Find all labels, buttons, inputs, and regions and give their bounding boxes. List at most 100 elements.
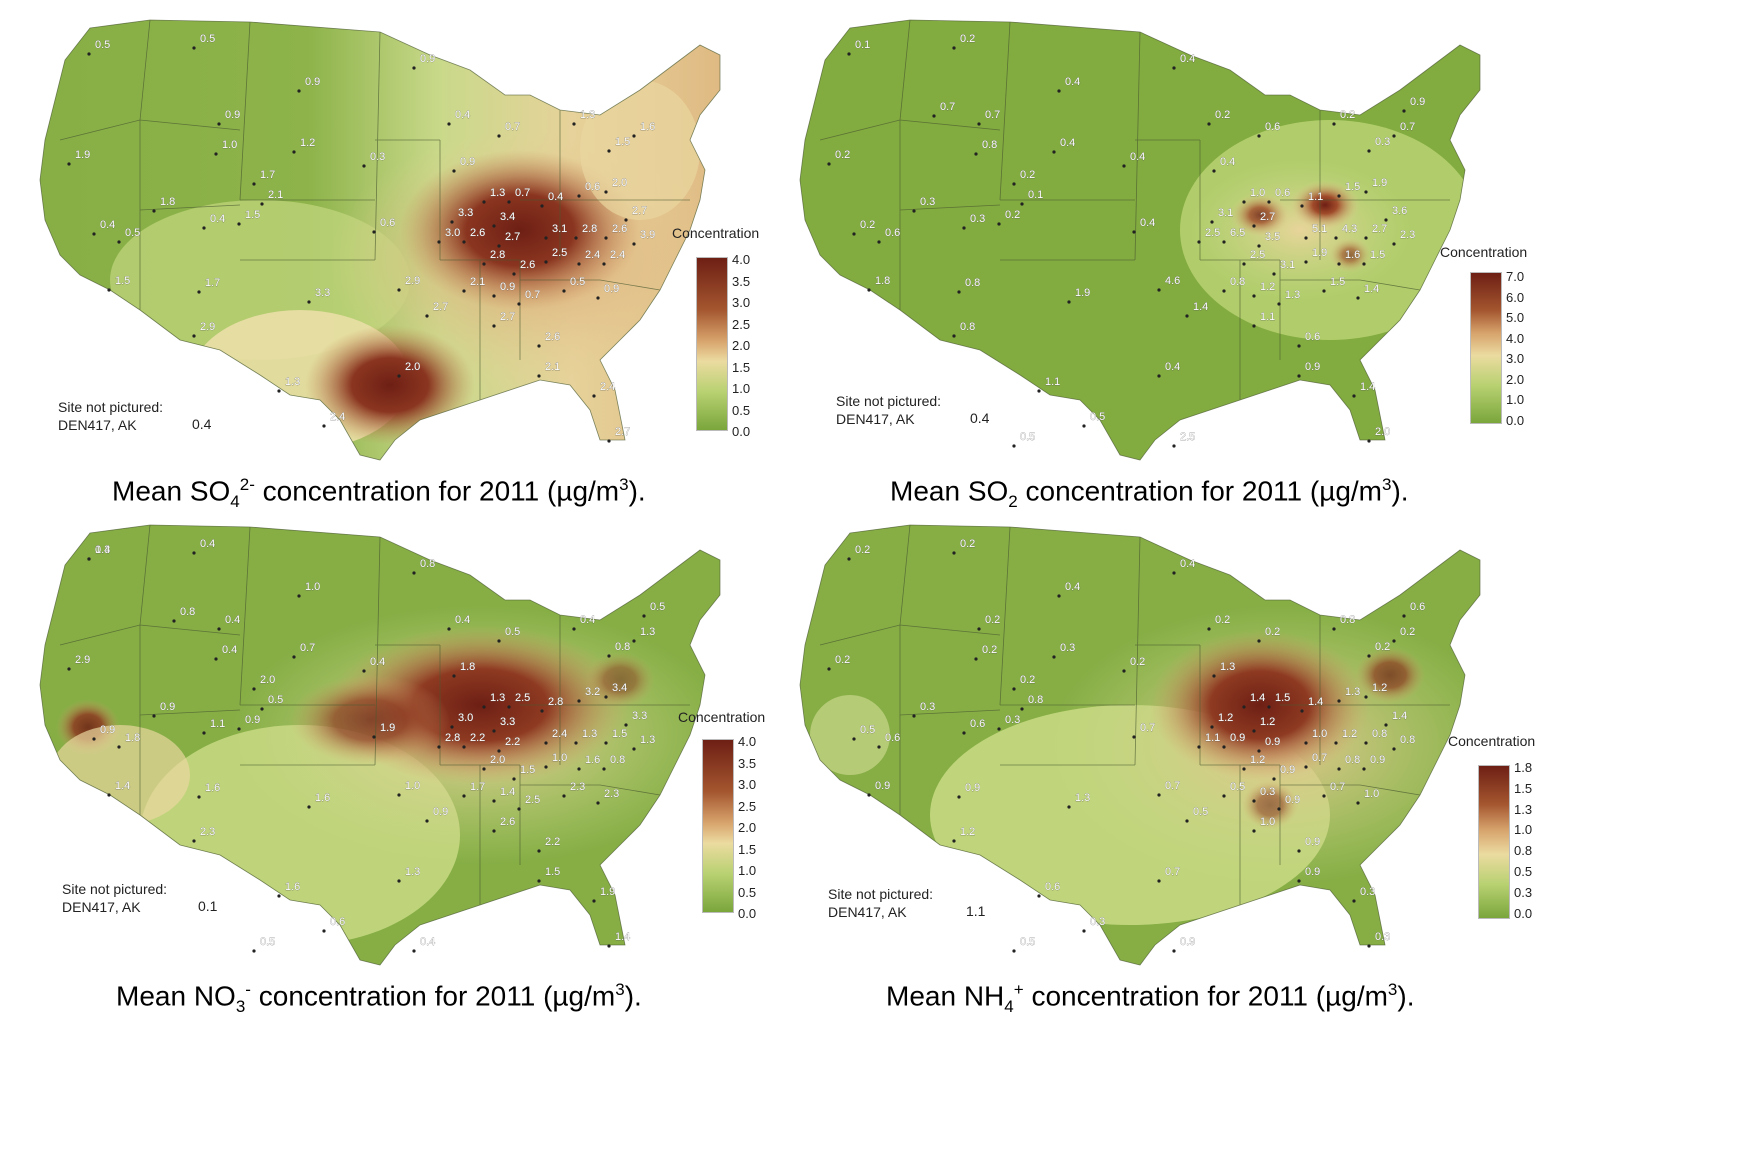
site-value-label: 2.7 (632, 205, 647, 217)
site-marker-dot (997, 222, 1001, 226)
site-value-label: 0.2 (835, 149, 850, 161)
site-marker-dot (877, 745, 881, 749)
site-marker-dot (152, 714, 156, 718)
site-marker-dot (957, 290, 961, 294)
site-marker-dot (1364, 236, 1368, 240)
site-marker-dot (1362, 767, 1366, 771)
site-value-label: 0.5 (260, 936, 275, 948)
site-value-label: 2.6 (612, 223, 627, 235)
caption-post: concentration for 2011 (µg/m (1017, 475, 1382, 507)
site-marker-dot (92, 737, 96, 741)
site-value-label: 0.9 (433, 806, 448, 818)
site-not-pictured-value: 0.4 (192, 416, 212, 432)
site-marker-dot (1012, 182, 1016, 186)
site-marker-dot (197, 795, 201, 799)
site-value-label: 1.5 (1370, 249, 1385, 261)
legend-tick-label: 1.0 (738, 863, 757, 878)
site-marker-dot (1267, 200, 1271, 204)
legend-title: Concentration (672, 225, 760, 241)
caption-end: ). (624, 980, 642, 1012)
site-marker-dot (1052, 150, 1056, 154)
site-value-label: 1.0 (552, 752, 567, 764)
site-value-label: 1.4 (1250, 692, 1265, 704)
site-marker-dot (397, 793, 401, 797)
site-marker-dot (192, 839, 196, 843)
site-value-label: 0.5 (860, 724, 875, 736)
legend-tick-label: 1.3 (1514, 801, 1533, 817)
legend-color-bar (1478, 765, 1510, 919)
site-not-pictured-value: 1.1 (966, 903, 986, 919)
site-value-label: 3.4 (500, 211, 515, 223)
site-marker-dot (957, 795, 961, 799)
site-marker-dot (1322, 794, 1326, 798)
legend-tick-label: 0.0 (1506, 412, 1525, 428)
site-value-label: 0.6 (585, 181, 600, 193)
site-marker-dot (1252, 324, 1256, 328)
site-value-label: 0.8 (610, 754, 625, 766)
site-marker-dot (1207, 122, 1211, 126)
site-value-label: 1.3 (1285, 289, 1300, 301)
site-marker-dot (1337, 262, 1341, 266)
site-value-label: 2.7 (500, 311, 515, 323)
site-marker-dot (1132, 735, 1136, 739)
site-value-label: 0.7 (525, 289, 540, 301)
site-value-label: 1.5 (615, 136, 630, 148)
site-marker-dot (827, 667, 831, 671)
site-marker-dot (67, 162, 71, 166)
site-marker-dot (1012, 687, 1016, 691)
site-marker-dot (604, 741, 608, 745)
site-value-label: 1.0 (1250, 187, 1265, 199)
site-value-label: 1.5 (245, 209, 260, 221)
site-marker-dot (1242, 767, 1246, 771)
site-value-label: 0.8 (1028, 694, 1043, 706)
site-marker-dot (1212, 674, 1216, 678)
site-marker-dot (540, 204, 544, 208)
site-value-label: 1.4 (1193, 301, 1208, 313)
site-value-label: 2.7 (505, 231, 520, 243)
site-value-label: 0.4 (548, 191, 563, 203)
caption-pre: Mean NO (116, 980, 236, 1012)
site-value-label: 2.5 (1205, 227, 1220, 239)
site-value-label: 0.7 (1330, 781, 1345, 793)
legend-tick-label: 3.0 (1506, 351, 1525, 366)
site-value-label: 3.3 (632, 710, 647, 722)
site-value-label: 0.4 (225, 614, 240, 626)
site-value-label: 1.3 (1345, 686, 1360, 698)
site-value-label: 3.1 (1280, 259, 1295, 271)
site-value-label: 2.9 (200, 321, 215, 333)
site-value-label: 2.0 (1375, 426, 1390, 438)
site-value-label: 1.9 (1312, 247, 1327, 259)
site-value-label: 1.7 (470, 781, 485, 793)
site-value-label: 2.0 (612, 177, 627, 189)
site-value-label: 0.1 (1028, 189, 1043, 201)
site-marker-dot (117, 240, 121, 244)
site-value-label: 0.8 (982, 139, 997, 151)
site-value-label: 0.5 (125, 227, 140, 239)
site-marker-dot (1197, 745, 1201, 749)
site-marker-dot (452, 674, 456, 678)
site-marker-dot (952, 839, 956, 843)
caption-unit-sup: 3 (1387, 980, 1398, 999)
site-marker-dot (1157, 374, 1161, 378)
site-value-label: 3.3 (500, 716, 515, 728)
site-value-label: 1.5 (612, 728, 627, 740)
site-not-pictured-label: Site not pictured: (836, 393, 942, 409)
site-value-label: 0.2 (1215, 109, 1230, 121)
site-not-pictured-so2: Site not pictured: DEN417, AK (836, 392, 941, 428)
site-value-label: 0.2 (1020, 674, 1035, 686)
site-value-label: 0.5 (1193, 806, 1208, 818)
site-marker-dot (1172, 444, 1176, 448)
site-marker-dot (867, 793, 871, 797)
site-marker-dot (1364, 190, 1368, 194)
site-marker-dot (1067, 300, 1071, 304)
site-value-label: 0.5 (200, 33, 215, 45)
site-value-label: 0.3 (370, 151, 385, 163)
site-value-label: 0.4 (222, 644, 237, 656)
site-value-label: 0.4 (455, 109, 470, 121)
site-marker-dot (1252, 799, 1256, 803)
site-value-label: 2.2 (470, 732, 485, 744)
site-value-label: 1.3 (285, 376, 300, 388)
site-value-label: 1.4 (1364, 283, 1379, 295)
site-marker-dot (1210, 220, 1214, 224)
site-marker-dot (574, 741, 578, 745)
